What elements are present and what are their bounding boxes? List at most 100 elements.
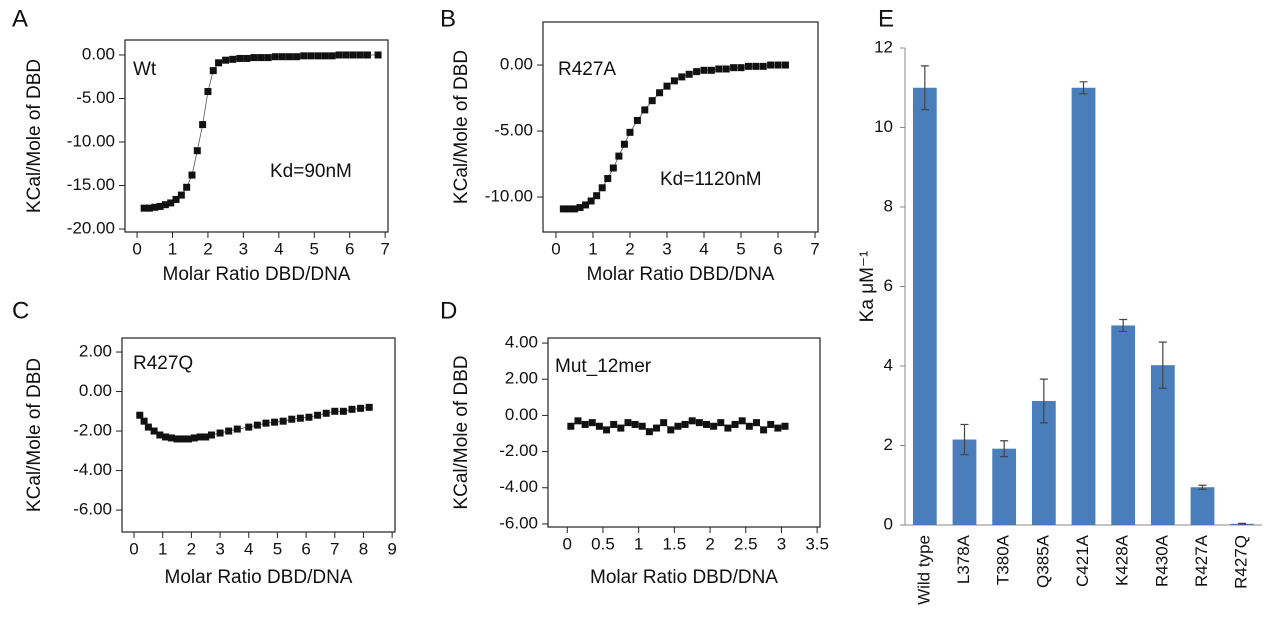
y-axis-title: Ka μM⁻¹ — [857, 251, 878, 323]
annotation: Kd=1120nM — [660, 169, 762, 190]
data-point — [681, 420, 689, 428]
data-point — [781, 61, 789, 69]
bar — [1150, 365, 1175, 525]
data-point — [150, 427, 158, 435]
data-point — [253, 421, 261, 429]
y-tick-label: -2.00 — [73, 421, 112, 440]
y-tick-label: 2.00 — [505, 369, 538, 388]
data-point — [576, 204, 584, 212]
data-point — [581, 420, 589, 428]
data-point — [559, 205, 567, 213]
y-tick-label: -4.00 — [73, 460, 112, 479]
annotation: Mut_12mer — [555, 356, 652, 377]
y-tick-label: 8 — [884, 196, 893, 215]
data-point — [222, 56, 230, 64]
data-point — [631, 420, 639, 428]
x-tick-label: 7 — [810, 239, 819, 258]
data-point — [774, 424, 782, 432]
data-point — [342, 51, 350, 59]
error-bar — [1000, 440, 1009, 458]
y-tick-label: 0.00 — [500, 55, 533, 74]
data-point — [156, 202, 164, 210]
panel-label: B — [440, 5, 456, 32]
y-tick-label: 10 — [874, 117, 893, 136]
data-point — [328, 52, 336, 60]
y-tick-label: -6.00 — [499, 513, 538, 532]
data-point — [656, 89, 664, 97]
panel-label: D — [440, 297, 457, 324]
data-point — [322, 409, 330, 417]
x-tick-label: 5 — [736, 239, 745, 258]
data-point — [357, 404, 365, 412]
y-tick-label: -6.00 — [73, 500, 112, 519]
x-tick-label: 5 — [310, 239, 319, 258]
annotation: R427A — [558, 59, 616, 80]
annotation: R427Q — [133, 353, 193, 374]
data-point — [331, 407, 339, 415]
error-bar — [960, 423, 969, 456]
data-point — [177, 191, 185, 199]
data-point — [715, 65, 723, 73]
data-point — [185, 435, 193, 443]
data-point — [314, 52, 322, 60]
data-point — [204, 88, 212, 96]
data-point — [604, 175, 612, 183]
plot-frame — [124, 39, 389, 233]
data-point — [781, 422, 789, 430]
x-tick-label: 3 — [239, 239, 248, 258]
x-tick-label: 0 — [563, 534, 572, 553]
data-point — [638, 422, 646, 430]
y-tick-label: 0.00 — [82, 44, 115, 63]
data-point — [140, 204, 148, 212]
x-tick-label: 4 — [274, 239, 283, 258]
data-point — [609, 164, 617, 172]
data-point — [707, 66, 715, 74]
data-point — [145, 204, 153, 212]
data-point — [767, 420, 775, 428]
data-point — [365, 403, 373, 411]
data-point — [250, 54, 258, 62]
y-tick-label: 4.00 — [505, 333, 538, 352]
data-point — [700, 66, 708, 74]
y-tick-label: -10.00 — [67, 131, 115, 150]
data-point — [209, 67, 217, 75]
data-point — [167, 434, 175, 442]
x-tick-label: 1 — [168, 239, 177, 258]
data-point — [172, 195, 180, 203]
data-point — [279, 417, 287, 425]
x-axis-title: Molar Ratio DBD/DNA — [165, 567, 353, 588]
x-axis-title: Molar Ratio DBD/DNA — [587, 264, 775, 285]
bar — [1031, 400, 1056, 525]
data-point — [202, 433, 210, 441]
data-point — [695, 419, 703, 427]
data-point — [262, 419, 270, 427]
data-point — [183, 183, 191, 191]
y-tick-label: -10.00 — [485, 187, 533, 206]
data-point — [243, 54, 251, 62]
x-tick-label: T380A — [994, 534, 1013, 585]
data-point — [229, 55, 237, 63]
data-point — [693, 68, 701, 76]
data-point — [598, 184, 606, 192]
data-point — [162, 433, 170, 441]
data-point — [321, 52, 329, 60]
data-point — [216, 429, 224, 437]
data-point — [760, 426, 768, 434]
data-point — [278, 53, 286, 61]
data-point — [190, 434, 198, 442]
data-point — [645, 428, 653, 436]
error-bar — [1039, 378, 1048, 424]
y-axis-title: KCal/Mole of DBD — [24, 358, 45, 512]
x-tick-label: 1 — [158, 539, 167, 558]
x-tick-label: R427Q — [1232, 535, 1251, 589]
x-tick-label: 0.5 — [591, 534, 615, 553]
x-tick-label: 2 — [187, 539, 196, 558]
data-point — [626, 128, 634, 136]
x-tick-label: Q385A — [1033, 534, 1052, 588]
annotation: Kd=90nM — [270, 161, 352, 182]
y-tick-label: 12 — [874, 37, 893, 56]
panel-label: E — [878, 5, 894, 32]
data-point — [257, 54, 265, 62]
plot-frame — [547, 337, 821, 528]
data-point — [688, 417, 696, 425]
